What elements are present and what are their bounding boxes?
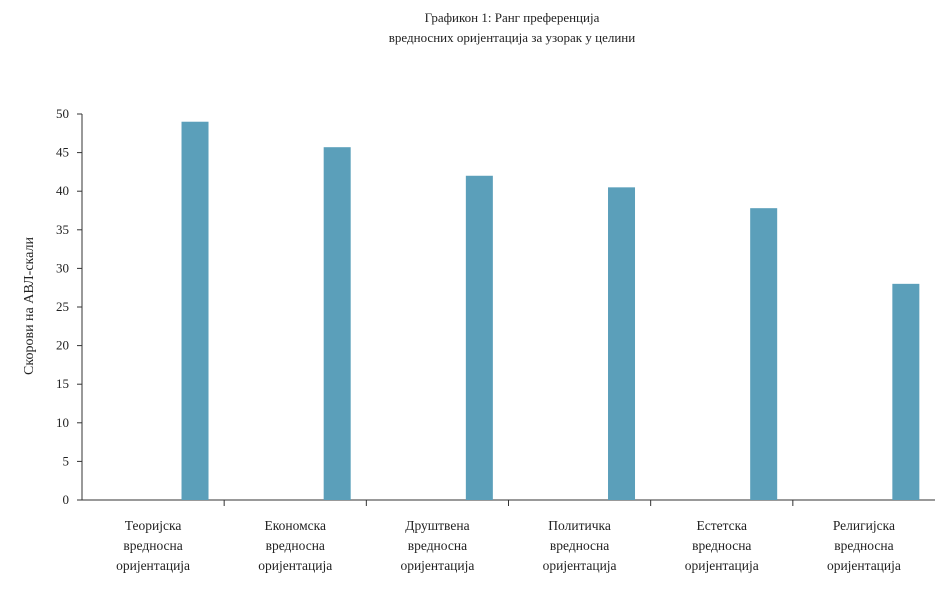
x-tick-label-line: Естетска (696, 518, 747, 533)
x-tick-label-line: вредносна (123, 538, 182, 553)
x-tick-label-line: оријентација (685, 558, 759, 573)
x-tick-label-line: Економска (265, 518, 326, 533)
x-tick-label: Политичка вредносна оријентација (543, 518, 617, 573)
x-tick-label: Религијска вредносна оријентација (827, 518, 901, 573)
y-tick-label: 0 (63, 492, 70, 507)
x-tick-label-line: оријентација (116, 558, 190, 573)
bar (465, 175, 493, 500)
x-tick-label-line: Религијска (833, 518, 895, 533)
bar (892, 283, 920, 500)
x-tick-label: Друштвена вредносна оријентација (400, 518, 474, 573)
x-tick-label-line: Теоријска (125, 518, 182, 533)
x-tick-labels: Теоријска вредносна оријентација Економска в… (116, 518, 901, 573)
bar (608, 187, 636, 500)
x-tick-label-line: вредносна (834, 538, 893, 553)
bar (750, 208, 778, 500)
bars (181, 121, 920, 501)
chart-title-line-1: Графикон 1: Ранг преференција (425, 10, 600, 25)
y-tick-label: 50 (56, 106, 69, 121)
y-tick-label: 5 (63, 453, 70, 468)
x-tick-label: Теоријска вредносна оријентација (116, 518, 190, 573)
y-axis-label: Скорови на АВЛ-скали (22, 237, 37, 375)
y-tick-label: 15 (56, 376, 69, 391)
x-tick-label: Естетска вредносна оријентација (685, 518, 759, 573)
x-tick-label-line: оријентација (827, 558, 901, 573)
x-tick-label-line: Друштвена (405, 518, 469, 533)
y-tick-label: 45 (56, 145, 69, 160)
x-tick-label: Економска вредносна оријентација (258, 518, 332, 573)
x-tick-label-line: оријентација (400, 558, 474, 573)
y-tick-label: 10 (56, 415, 69, 430)
y-tick-label: 40 (56, 183, 69, 198)
chart-title: Графикон 1: Ранг преференција вредносних… (389, 10, 635, 45)
chart-title-line-2: вредносних оријентација за узорак у цели… (389, 30, 635, 45)
x-tick-label-line: оријентација (543, 558, 617, 573)
x-tick-label-line: вредносна (266, 538, 325, 553)
x-tick-label-line: вредносна (550, 538, 609, 553)
y-tick-label: 35 (56, 222, 69, 237)
bar (181, 121, 209, 500)
y-tick-label: 25 (56, 299, 69, 314)
y-tick-label: 20 (56, 338, 69, 353)
y-tick-label: 30 (56, 260, 69, 275)
axes (81, 114, 935, 506)
y-ticks: 0 5 10 15 20 25 30 35 40 45 50 (56, 106, 82, 507)
x-tick-label-line: вредносна (408, 538, 467, 553)
x-tick-label-line: вредносна (692, 538, 751, 553)
bar (323, 147, 351, 501)
x-tick-label-line: оријентација (258, 558, 332, 573)
x-tick-label-line: Политичка (548, 518, 611, 533)
